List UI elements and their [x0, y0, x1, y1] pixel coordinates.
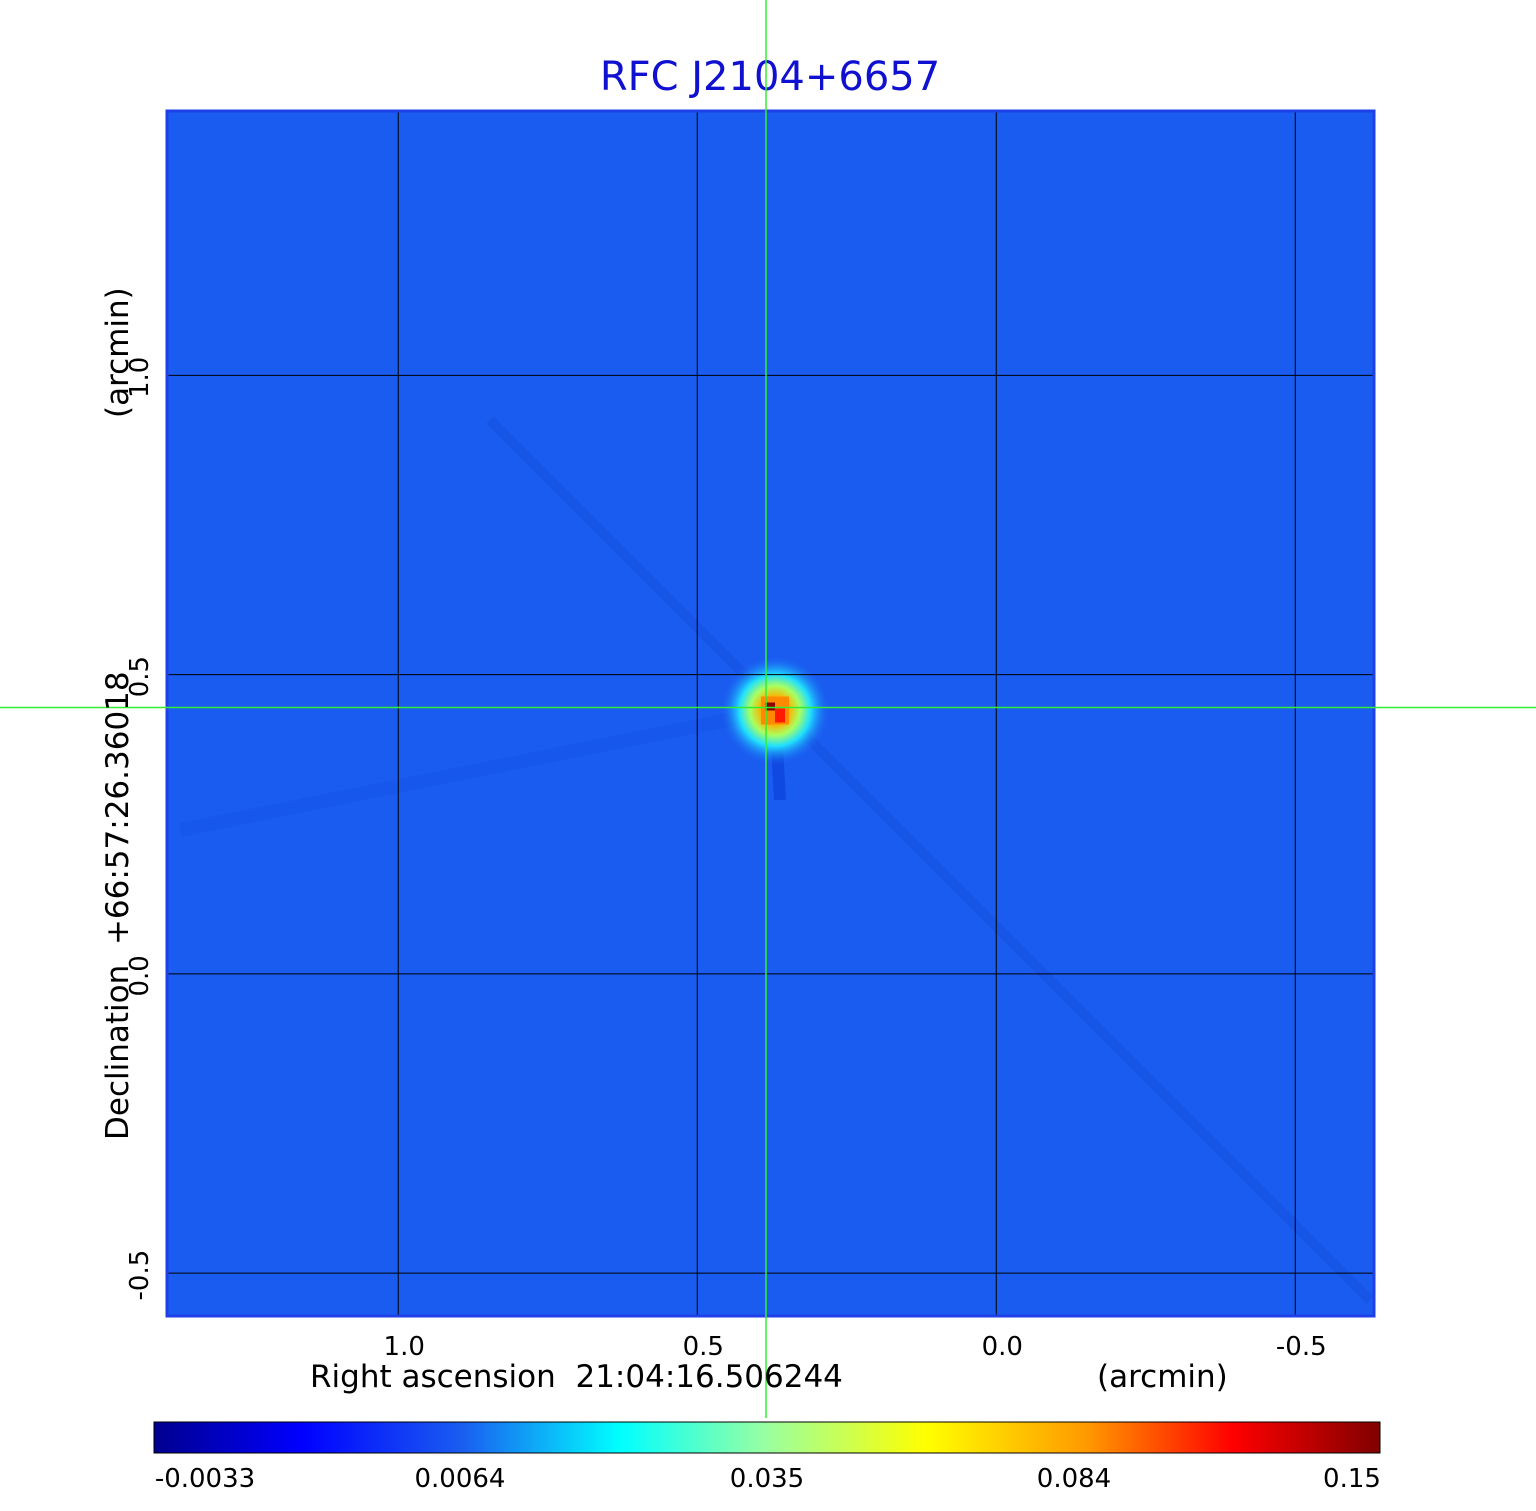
grid: [168, 112, 1373, 1315]
x-axis-label: Right ascension 21:04:16.506244: [310, 1359, 843, 1395]
y-tick-label: -0.5: [125, 1250, 155, 1301]
chart-title: RFC J2104+6657: [600, 54, 940, 100]
plot-frame: [165, 109, 1376, 1318]
colorbar-tick-label: 0.084: [1037, 1464, 1111, 1494]
sidelobe-streak: [178, 703, 777, 837]
sidelobe-streak: [486, 416, 1373, 1304]
image-area: [168, 112, 1373, 1315]
source-peak-pixel: [774, 708, 785, 723]
x-tick-label: -0.5: [1276, 1332, 1327, 1362]
crosshair: [0, 0, 1536, 1418]
y-tick-label: 0.0: [125, 955, 155, 996]
y-tick-labels: 1.0 0.5 0.0 -0.5: [125, 357, 155, 1301]
y-tick-label: 0.5: [125, 656, 155, 697]
y-axis-label: Declination +66:57:26.36018: [100, 671, 136, 1140]
x-tick-labels: 1.0 0.5 0.0 -0.5: [384, 1332, 1327, 1362]
source-peak-pixel: [764, 702, 775, 711]
colorbar-tick-labels: -0.0033 0.0064 0.035 0.084 0.15: [155, 1464, 1381, 1494]
colorbar-tick-label: -0.0033: [155, 1464, 255, 1494]
colorbar-tick-label: 0.0064: [415, 1464, 506, 1494]
colorbar: [153, 1421, 1381, 1454]
y-axis-unit: (arcmin): [100, 287, 136, 418]
x-tick-label: 0.5: [683, 1332, 724, 1362]
colorbar-tick-label: 0.15: [1323, 1464, 1381, 1494]
x-axis-unit: (arcmin): [1097, 1359, 1228, 1395]
colorbar-tick-label: 0.035: [730, 1464, 804, 1494]
x-tick-label: 1.0: [384, 1332, 425, 1362]
y-tick-label: 1.0: [125, 357, 155, 398]
x-tick-label: 0.0: [982, 1332, 1023, 1362]
